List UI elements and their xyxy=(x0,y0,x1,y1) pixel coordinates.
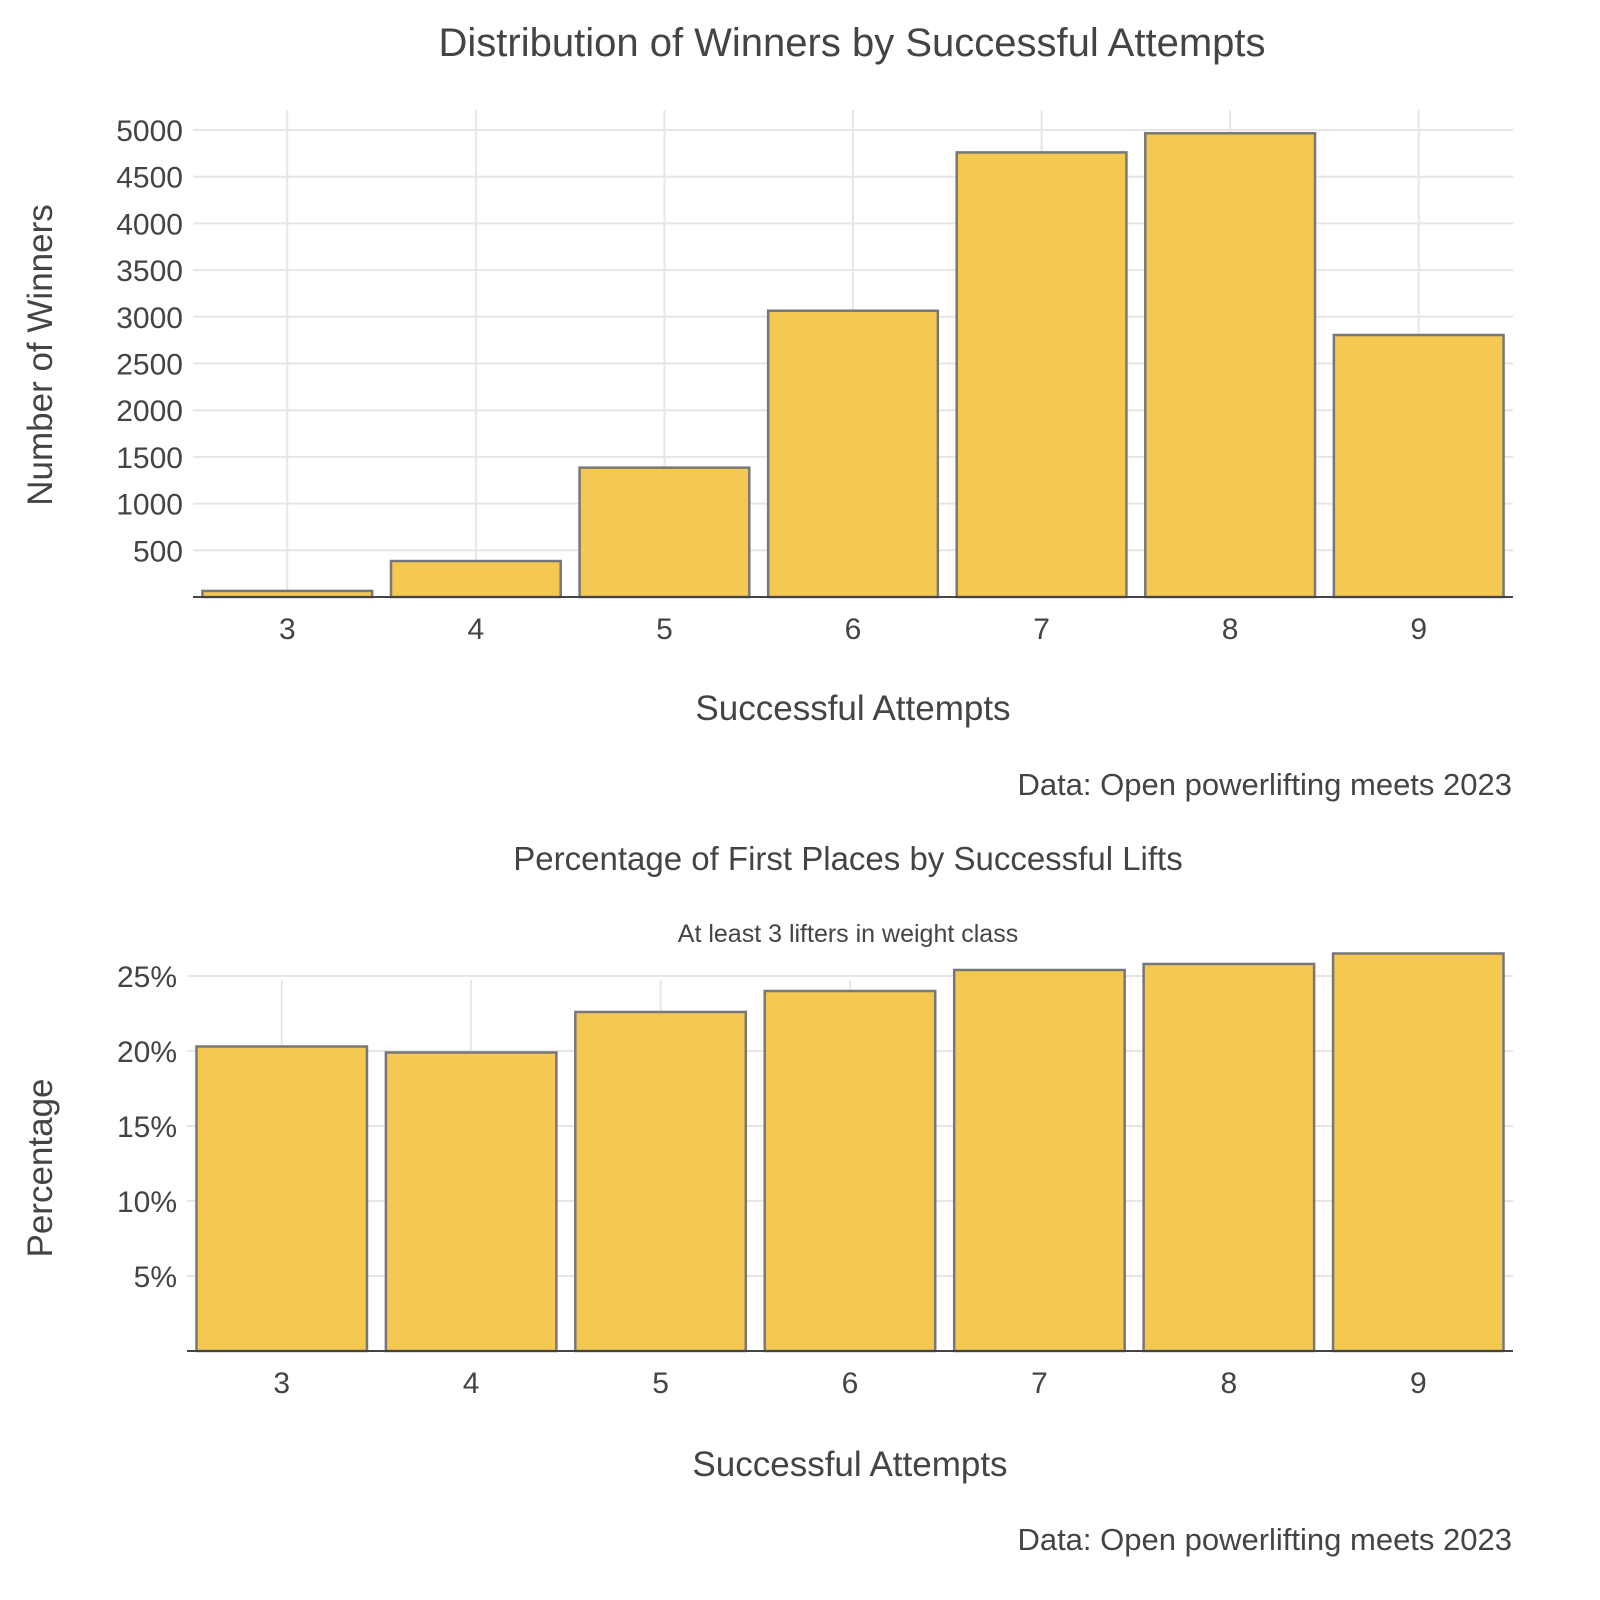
chart1-y-tick-label: 2000 xyxy=(116,395,183,428)
chart2-bar-4 xyxy=(384,1051,558,1353)
chart1-y-tick-label: 2500 xyxy=(116,349,183,382)
chart1-bar-4 xyxy=(389,559,562,599)
chart2-x-tick-labels: 3 4 5 6 7 8 9 xyxy=(273,1367,1426,1400)
chart1-y-tick-label: 1500 xyxy=(116,442,183,475)
chart1-x-tick-label: 9 xyxy=(1410,613,1427,646)
chart1-x-axis-label: Successful Attempts xyxy=(695,689,1010,728)
chart2-x-tick-label: 4 xyxy=(463,1367,480,1400)
chart1-y-tick-label: 4000 xyxy=(116,208,183,241)
chart1-bar-9 xyxy=(1332,333,1505,599)
chart1-bar-8 xyxy=(1144,132,1317,599)
chart1-y-tick-label: 3500 xyxy=(116,255,183,288)
chart-winners-by-attempts: Distribution of Winners by Successful At… xyxy=(21,21,1513,802)
chart-first-place-percentage: Percentage of First Places by Successful… xyxy=(21,840,1513,1557)
chart2-caption: Data: Open powerlifting meets 2023 xyxy=(1017,1522,1512,1557)
chart2-y-tick-label: 5% xyxy=(134,1261,177,1294)
chart1-y-tick-label: 5000 xyxy=(116,115,183,148)
chart1-y-tick-label: 1000 xyxy=(116,489,183,522)
chart1-x-tick-label: 4 xyxy=(468,613,485,646)
chart1-y-axis-label: Number of Winners xyxy=(21,204,60,505)
chart1-x-tick-label: 3 xyxy=(279,613,296,646)
chart2-x-tick-label: 9 xyxy=(1410,1367,1427,1400)
chart2-x-tick-label: 7 xyxy=(1031,1367,1048,1400)
chart2-bar-9 xyxy=(1331,952,1505,1353)
chart1-bar-5 xyxy=(578,466,751,599)
chart1-bar-7 xyxy=(955,151,1128,599)
chart2-y-tick-label: 20% xyxy=(117,1036,177,1069)
chart2-x-tick-label: 6 xyxy=(842,1367,859,1400)
chart2-y-tick-label: 10% xyxy=(117,1186,177,1219)
chart1-bar-6 xyxy=(766,309,940,599)
chart1-x-tick-label: 5 xyxy=(656,613,673,646)
chart1-x-tick-label: 8 xyxy=(1222,613,1239,646)
chart2-bar-7 xyxy=(952,968,1126,1353)
chart1-x-tick-label: 7 xyxy=(1033,613,1050,646)
chart1-y-tick-labels: 500 1000 1500 2000 2500 3000 3500 4000 4500 5000 xyxy=(116,115,183,568)
chart2-bar-6 xyxy=(763,989,937,1353)
chart1-x-tick-labels: 3 4 5 6 7 8 9 xyxy=(279,613,1427,646)
chart2-y-tick-label: 25% xyxy=(117,961,177,994)
chart2-y-tick-labels: 5% 10% 15% 20% 25% xyxy=(117,961,177,1294)
chart1-caption: Data: Open powerlifting meets 2023 xyxy=(1017,767,1512,802)
chart2-title: Percentage of First Places by Successful… xyxy=(513,840,1182,877)
chart2-bars xyxy=(195,952,1505,1353)
chart2-y-tick-label: 15% xyxy=(117,1111,177,1144)
chart2-x-tick-label: 5 xyxy=(652,1367,669,1400)
chart1-y-tick-label: 500 xyxy=(133,535,183,568)
chart2-bar-8 xyxy=(1142,962,1316,1353)
chart2-bar-5 xyxy=(574,1010,748,1353)
chart2-subtitle: At least 3 lifters in weight class xyxy=(678,920,1018,948)
chart1-y-tick-label: 4500 xyxy=(116,162,183,195)
chart2-bar-3 xyxy=(195,1045,369,1353)
chart1-x-tick-label: 6 xyxy=(845,613,862,646)
chart2-x-axis-label: Successful Attempts xyxy=(692,1445,1007,1484)
chart1-y-tick-label: 3000 xyxy=(116,302,183,335)
chart2-x-tick-label: 8 xyxy=(1221,1367,1238,1400)
chart2-x-tick-label: 3 xyxy=(273,1367,290,1400)
chart1-title: Distribution of Winners by Successful At… xyxy=(439,21,1266,65)
chart2-y-axis-label: Percentage xyxy=(21,1078,60,1257)
